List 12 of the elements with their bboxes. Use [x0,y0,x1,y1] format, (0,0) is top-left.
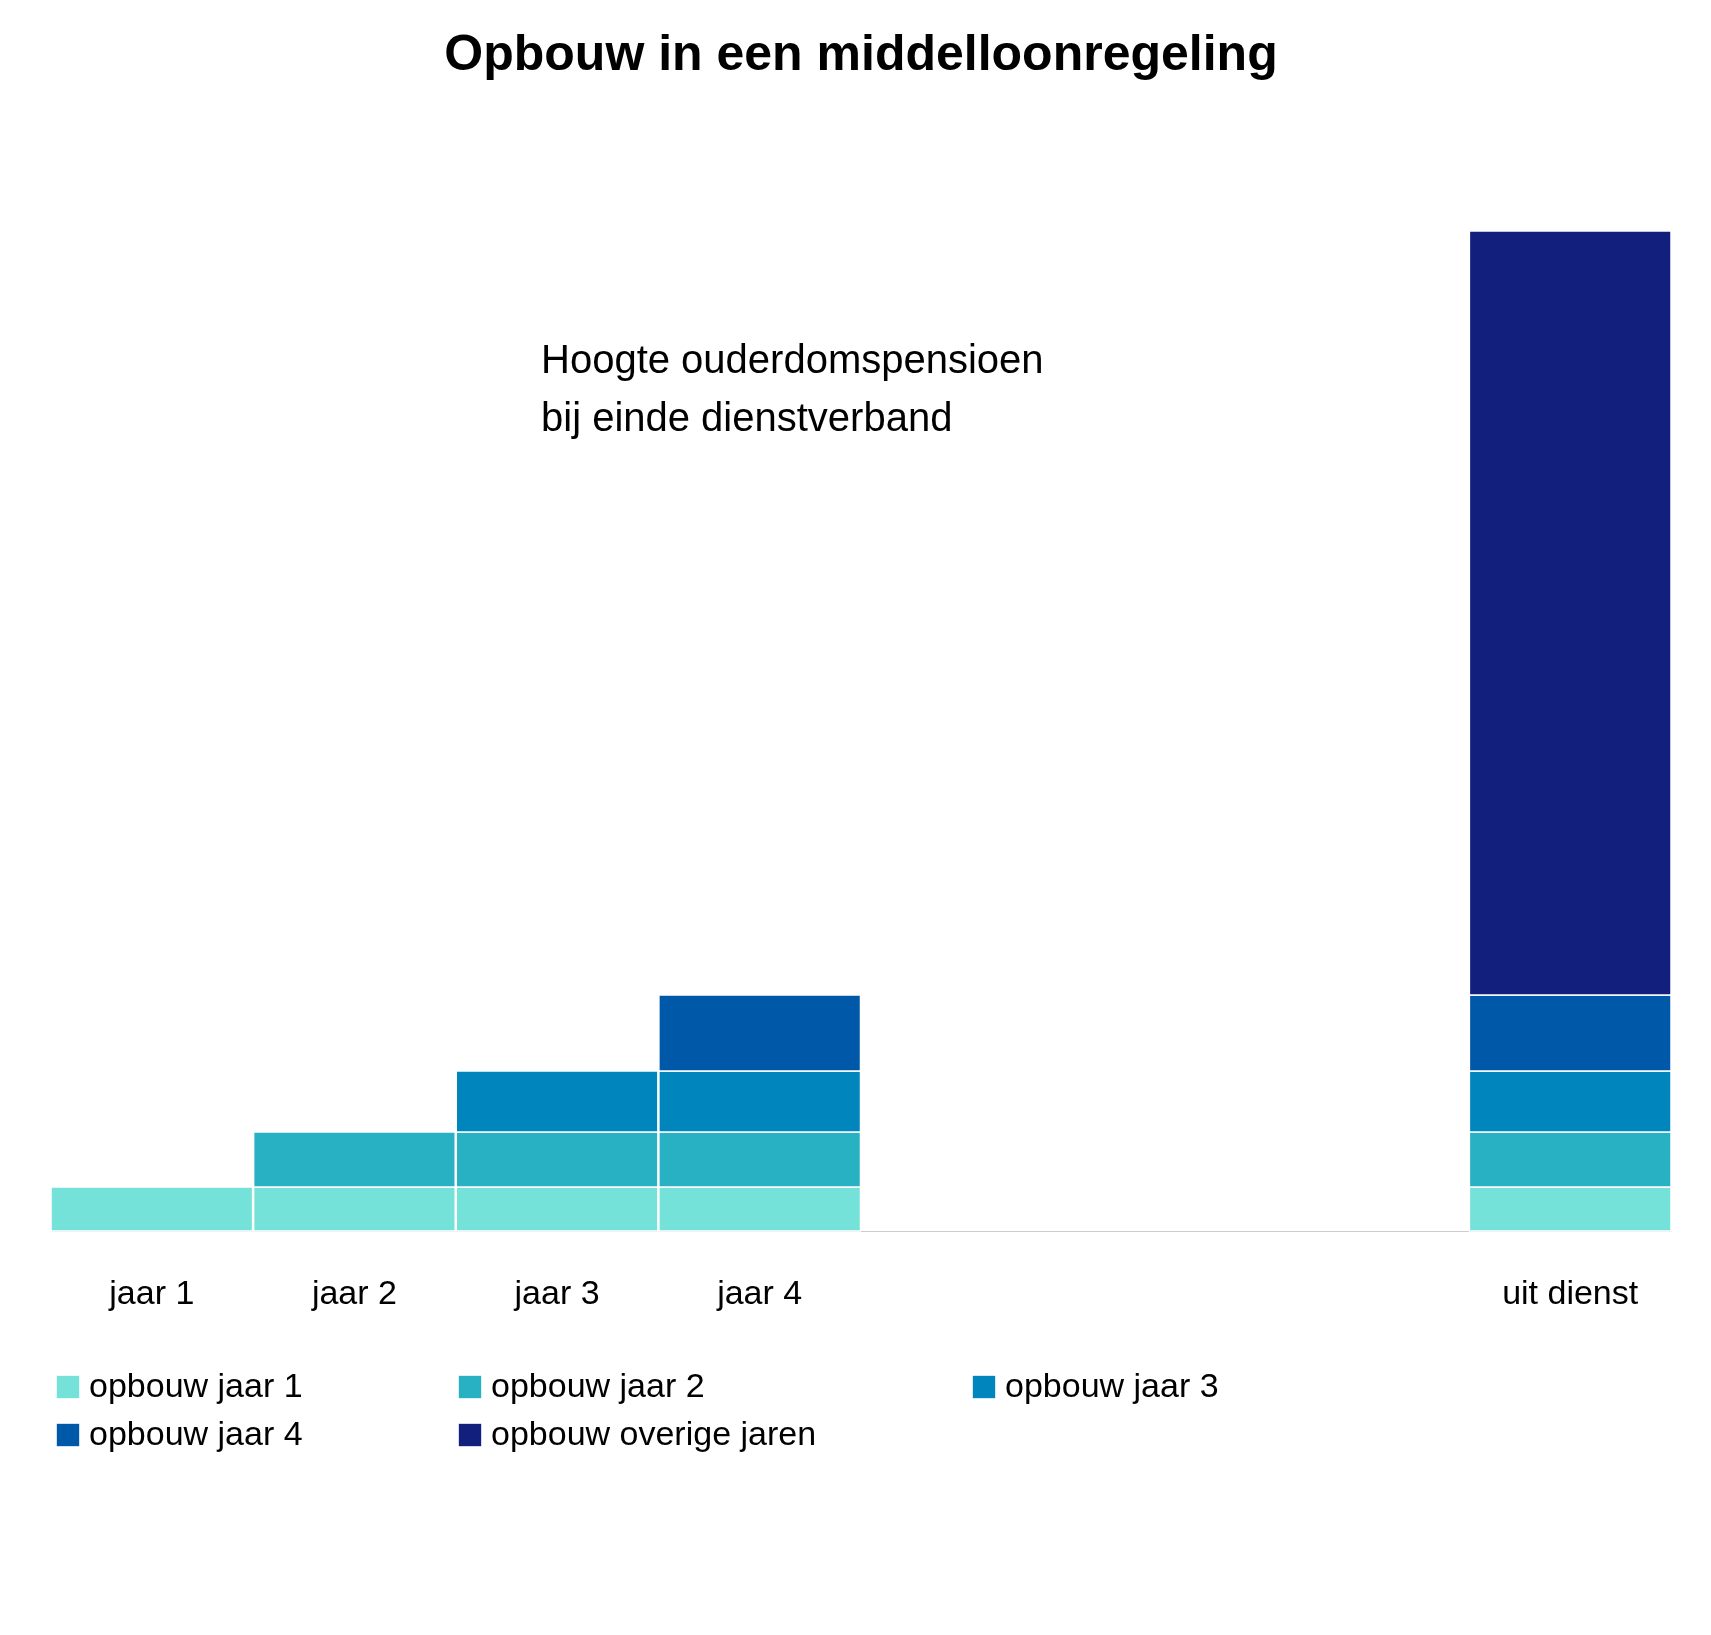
legend-label: opbouw overige jaren [491,1414,817,1452]
annotation: Hoogte ouderdomspensioen bij einde dienstverband [541,337,1044,439]
legend-label: opbouw jaar 1 [89,1366,303,1404]
legend-label: opbouw jaar 2 [491,1366,705,1404]
x-tick-label: uit dienst [1502,1272,1639,1311]
chart-title: Opbouw in een middelloonregeling [444,25,1278,82]
x-tick-label: jaar 1 [108,1272,195,1311]
x-tick-label: jaar 2 [310,1272,397,1311]
legend-label: opbouw jaar 4 [89,1414,303,1452]
x-tick-label: jaar 4 [716,1272,803,1311]
x-tick-label: jaar 3 [513,1272,600,1311]
legend-label: opbouw jaar 3 [1005,1366,1219,1404]
